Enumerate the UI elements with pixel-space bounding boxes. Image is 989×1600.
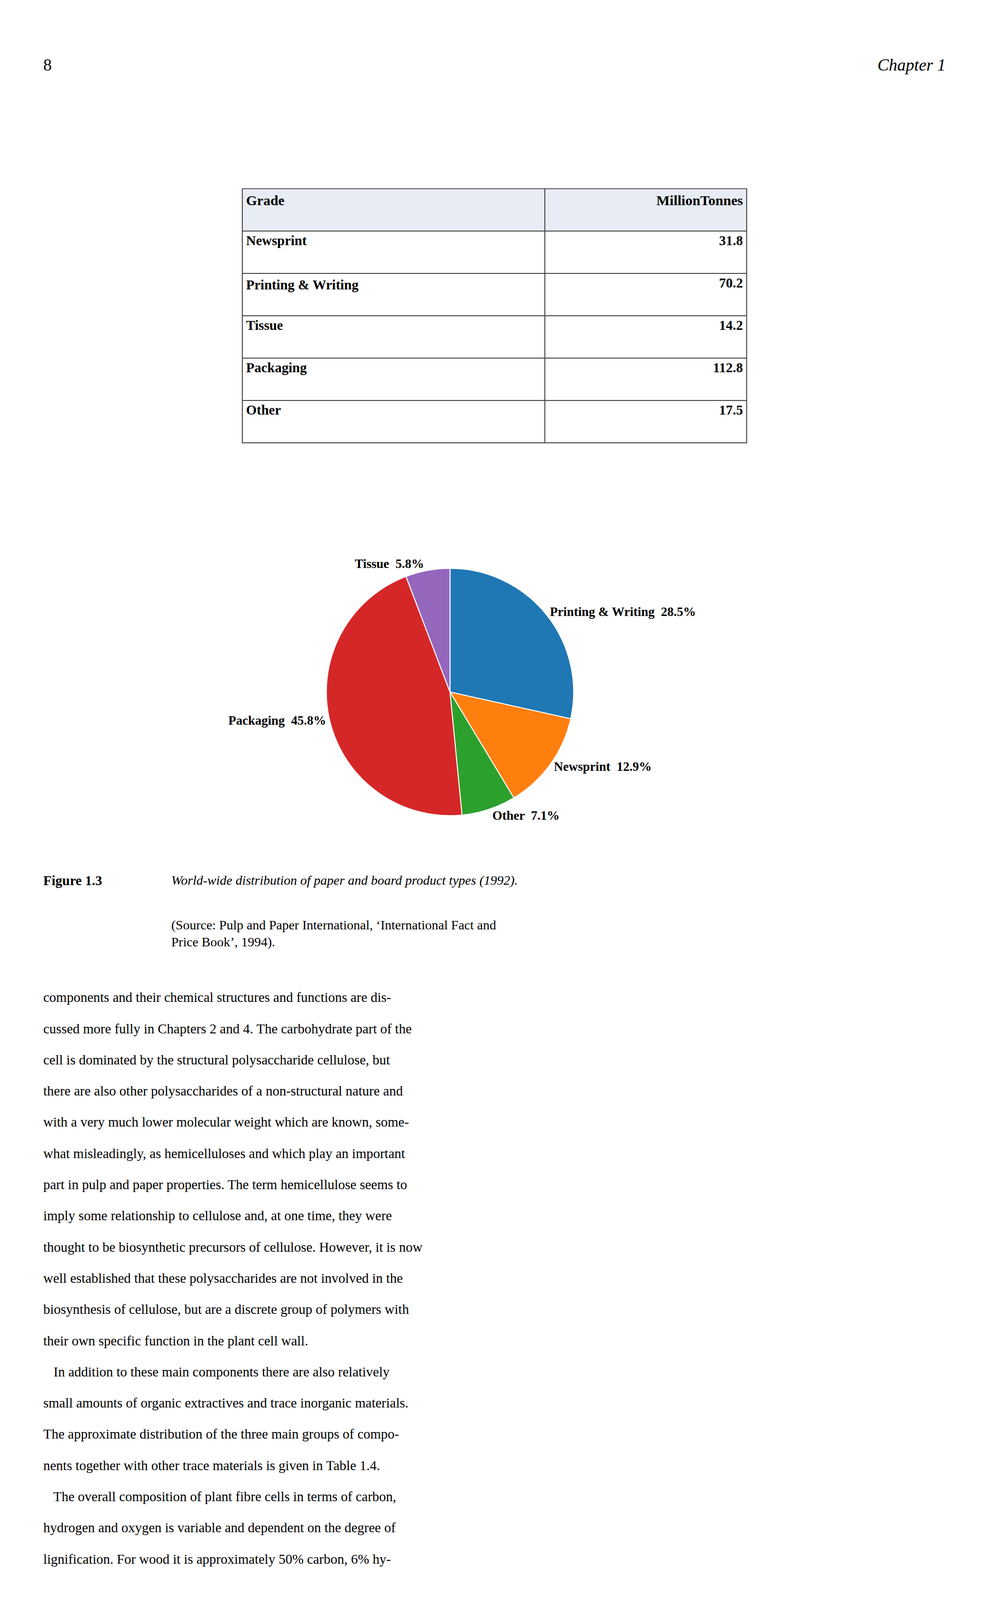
- svg-text:Packaging: Packaging: [246, 359, 307, 375]
- svg-text:Other 7.1%: Other 7.1%: [492, 808, 560, 823]
- svg-text:8: 8: [43, 55, 52, 75]
- svg-text:The overall composition of pla: The overall composition of plant fibre c…: [43, 1488, 397, 1504]
- svg-text:well established that these po: well established that these polysacchari…: [43, 1270, 403, 1286]
- svg-text:hydrogen and oxygen is variabl: hydrogen and oxygen is variable and depe…: [43, 1519, 396, 1535]
- svg-text:Printing & Writing 28.5%: Printing & Writing 28.5%: [550, 604, 696, 619]
- svg-text:imply some relationship to cel: imply some relationship to cellulose and…: [43, 1207, 392, 1223]
- svg-text:there are also other polysacch: there are also other polysaccharides of …: [43, 1083, 404, 1099]
- svg-text:thought to be biosynthetic pre: thought to be biosynthetic precursors of…: [43, 1239, 423, 1255]
- svg-text:Newsprint: Newsprint: [246, 232, 307, 248]
- svg-text:14.2: 14.2: [718, 317, 743, 333]
- svg-text:31.8: 31.8: [718, 232, 743, 248]
- svg-text:Figure 1.3: Figure 1.3: [43, 872, 103, 888]
- svg-text:Packaging 45.8%: Packaging 45.8%: [228, 713, 327, 728]
- svg-text:Other: Other: [246, 402, 281, 418]
- svg-text:nents together with other trac: nents together with other trace material…: [43, 1457, 381, 1473]
- svg-text:Printing & Writing: Printing & Writing: [246, 277, 359, 293]
- svg-text:MillionTonnes: MillionTonnes: [656, 192, 743, 208]
- svg-text:(Source: Pulp and Paper Intern: (Source: Pulp and Paper International, ‘…: [171, 917, 496, 950]
- svg-text:The approximate distribution o: The approximate distribution of the thre…: [43, 1426, 399, 1442]
- svg-text:17.5: 17.5: [718, 402, 743, 418]
- svg-text:Chapter 1: Chapter 1: [877, 55, 946, 75]
- svg-text:biosynthesis of cellulose, but: biosynthesis of cellulose, but are a dis…: [43, 1301, 410, 1317]
- svg-text:112.8: 112.8: [712, 359, 743, 375]
- svg-text:cell is dominated by the struc: cell is dominated by the structural poly…: [43, 1052, 391, 1068]
- svg-text:what misleadingly, as hemicell: what misleadingly, as hemicelluloses and…: [43, 1145, 406, 1161]
- svg-text:70.2: 70.2: [718, 275, 743, 291]
- svg-text:lignification. For wood it is: lignification. For wood it is approximat…: [43, 1551, 391, 1567]
- svg-text:Grade: Grade: [246, 192, 285, 208]
- svg-text:with a very much lower molecul: with a very much lower molecular weight …: [43, 1114, 409, 1130]
- svg-text:components and their chemical: components and their chemical structures…: [43, 989, 391, 1005]
- svg-text:Tissue 5.8%: Tissue 5.8%: [354, 556, 424, 571]
- svg-text:part in pulp and paper propert: part in pulp and paper properties. The t…: [43, 1176, 407, 1192]
- svg-text:small amounts of organic extra: small amounts of organic extractives and…: [43, 1395, 409, 1411]
- svg-text:Tissue: Tissue: [246, 317, 284, 333]
- svg-text:cussed more fully in Chapters: cussed more fully in Chapters 2 and 4. T…: [43, 1020, 412, 1037]
- svg-text:World-wide distribution of pap: World-wide distribution of paper and boa…: [171, 872, 519, 888]
- svg-text:Newsprint 12.9%: Newsprint 12.9%: [553, 759, 652, 774]
- svg-text:In addition to these main comp: In addition to these main components the…: [43, 1363, 391, 1380]
- svg-text:their own specific function in: their own specific function in the plant…: [43, 1332, 309, 1348]
